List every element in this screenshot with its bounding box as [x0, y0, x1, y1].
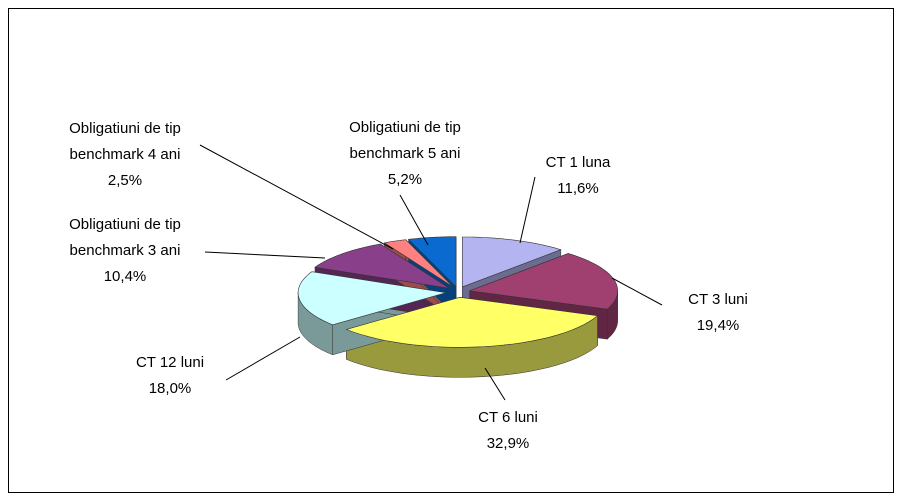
label-category: Obligatiuni de tip benchmark 3 ani — [69, 216, 181, 259]
label-category: Obligatiuni de tip benchmark 5 ani — [349, 119, 461, 162]
data-label: CT 12 luni 18,0% — [85, 350, 255, 402]
leader-line — [199, 144, 394, 250]
data-label: Obligatiuni de tip benchmark 3 ani 10,4% — [40, 212, 210, 290]
leader-line — [204, 251, 326, 259]
data-label: Obligatiuni de tip benchmark 4 ani 2,5% — [40, 116, 210, 194]
label-value: 19,4% — [696, 317, 740, 334]
label-category: CT 1 luna — [545, 154, 611, 171]
leader-line — [611, 277, 663, 306]
leader-line — [484, 367, 506, 401]
data-label: CT 6 luni 32,9% — [423, 405, 593, 457]
label-value: 11,6% — [557, 180, 599, 197]
label-value: 18,0% — [148, 380, 192, 397]
slice — [345, 297, 599, 348]
leader-line — [519, 176, 536, 244]
slice — [461, 236, 562, 288]
label-category: CT 6 luni — [478, 409, 538, 426]
label-value: 32,9% — [486, 435, 530, 452]
label-value: 2,5% — [107, 172, 143, 189]
chart-frame — [8, 8, 894, 493]
leader-line — [399, 194, 429, 246]
label-category: Obligatiuni de tip benchmark 4 ani — [69, 120, 181, 163]
slice — [314, 243, 450, 289]
slice — [383, 239, 454, 288]
label-value: 10,4% — [103, 268, 147, 285]
slice — [297, 271, 447, 326]
slice — [407, 236, 457, 288]
label-value: 5,2% — [387, 171, 423, 188]
data-label: CT 3 luni 19,4% — [633, 287, 803, 339]
leader-line — [225, 336, 301, 381]
label-category: CT 12 luni — [135, 354, 205, 371]
data-label: Obligatiuni de tip benchmark 5 ani 5,2% — [320, 115, 490, 193]
data-label: CT 1 luna 11,6% — [493, 150, 663, 202]
label-category: CT 3 luni — [688, 291, 748, 308]
